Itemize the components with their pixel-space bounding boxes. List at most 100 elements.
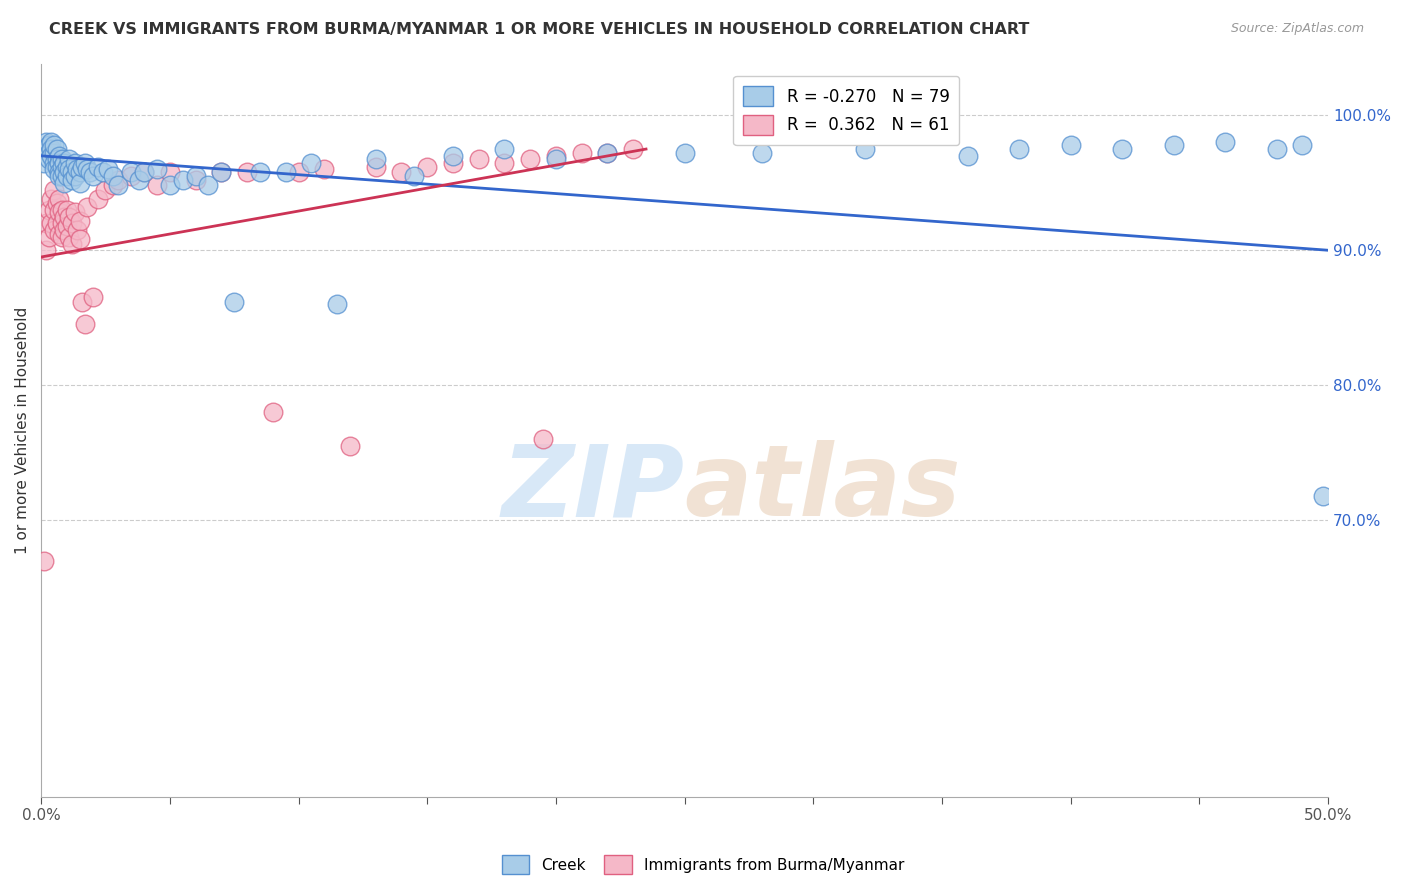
Point <box>60 173 83 187</box>
Text: Source: ZipAtlas.com: Source: ZipAtlas.com <box>1230 22 1364 36</box>
Point <box>120 165 142 179</box>
Point <box>73 318 96 332</box>
Point <box>48 155 70 169</box>
Point <box>66 223 89 237</box>
Point <box>364 152 387 166</box>
Point <box>364 160 387 174</box>
Point <box>73 155 96 169</box>
Point <box>621 142 644 156</box>
Text: ZIP: ZIP <box>502 441 685 538</box>
Point <box>32 553 55 567</box>
Y-axis label: 1 or more Vehicles in Household: 1 or more Vehicles in Household <box>15 307 30 554</box>
Point <box>751 146 773 161</box>
Point <box>48 149 70 163</box>
Point <box>53 223 76 237</box>
Point <box>1312 489 1334 503</box>
Point <box>107 178 129 193</box>
Point <box>51 152 73 166</box>
Point <box>41 142 63 156</box>
Point <box>87 160 110 174</box>
Point <box>146 162 169 177</box>
Point <box>159 178 181 193</box>
Point <box>416 160 439 174</box>
Point <box>42 182 65 196</box>
Point <box>45 142 67 156</box>
Point <box>53 176 76 190</box>
Point <box>299 155 322 169</box>
Point <box>38 138 60 153</box>
Point <box>326 297 349 311</box>
Point <box>87 192 110 206</box>
Point <box>120 169 142 183</box>
Point <box>224 294 246 309</box>
Point <box>494 155 516 169</box>
Point <box>56 219 79 233</box>
Point <box>60 236 83 251</box>
Legend: Creek, Immigrants from Burma/Myanmar: Creek, Immigrants from Burma/Myanmar <box>495 849 911 880</box>
Point <box>1265 142 1288 156</box>
Point <box>56 202 79 217</box>
Point <box>53 155 76 169</box>
Point <box>48 205 70 219</box>
Point <box>184 173 207 187</box>
Point <box>82 290 104 304</box>
Point <box>41 216 63 230</box>
Point <box>1060 138 1083 153</box>
Point <box>287 165 309 179</box>
Point <box>51 202 73 217</box>
Point <box>132 165 155 179</box>
Point <box>1291 138 1313 153</box>
Point <box>63 205 86 219</box>
Point <box>1213 136 1236 150</box>
Point <box>38 152 60 166</box>
Point <box>544 149 567 163</box>
Point <box>76 200 98 214</box>
Point <box>596 146 619 161</box>
Text: atlas: atlas <box>685 441 962 538</box>
Point <box>42 202 65 217</box>
Point <box>132 165 155 179</box>
Point <box>94 182 117 196</box>
Point <box>467 152 489 166</box>
Point <box>76 162 98 177</box>
Point <box>172 173 194 187</box>
Point <box>673 146 696 161</box>
Point <box>82 169 104 183</box>
Point <box>184 169 207 183</box>
Point <box>41 136 63 150</box>
Point <box>262 405 284 419</box>
Point <box>35 216 58 230</box>
Point <box>56 169 79 183</box>
Point <box>42 146 65 161</box>
Point <box>1008 142 1031 156</box>
Point <box>519 152 541 166</box>
Point <box>107 173 129 187</box>
Point <box>853 142 876 156</box>
Point <box>103 169 125 183</box>
Point <box>1111 142 1133 156</box>
Point <box>404 169 426 183</box>
Point <box>45 152 67 166</box>
Point <box>60 216 83 230</box>
Point <box>956 149 979 163</box>
Point <box>38 146 60 161</box>
Point <box>53 165 76 179</box>
Point <box>41 149 63 163</box>
Point <box>48 165 70 179</box>
Point <box>58 152 80 166</box>
Point <box>66 162 89 177</box>
Point <box>159 165 181 179</box>
Point <box>571 146 593 161</box>
Point <box>69 165 91 179</box>
Point <box>48 169 70 183</box>
Point <box>209 165 232 179</box>
Point <box>45 216 67 230</box>
Point <box>51 160 73 174</box>
Point <box>38 202 60 217</box>
Point <box>249 165 271 179</box>
Point <box>48 227 70 241</box>
Point <box>45 160 67 174</box>
Legend: R = -0.270   N = 79, R =  0.362   N = 61: R = -0.270 N = 79, R = 0.362 N = 61 <box>734 76 959 145</box>
Point <box>197 178 219 193</box>
Point <box>72 294 94 309</box>
